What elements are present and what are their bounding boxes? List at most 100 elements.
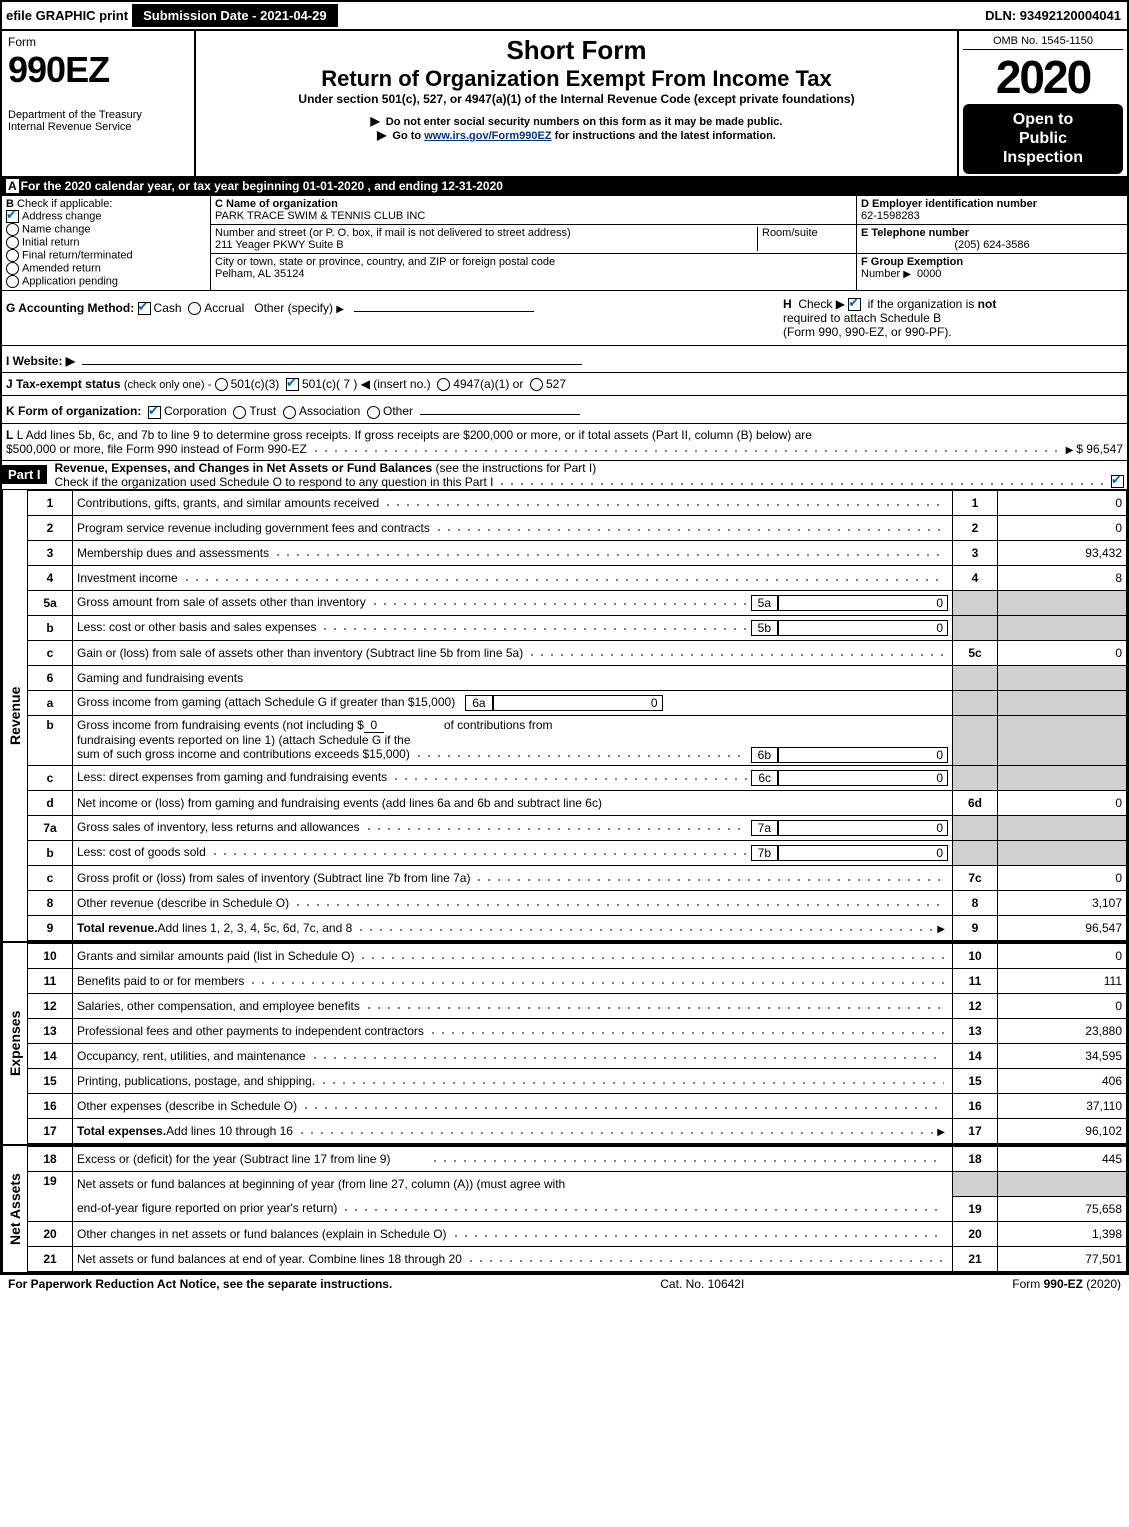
schedule-o-checkbox[interactable] — [1111, 475, 1124, 488]
line-1: 1 Contributions, gifts, grants, and simi… — [28, 490, 1127, 515]
phone-value: (205) 624-3586 — [861, 239, 1123, 251]
line-19b: end-of-year figure reported on prior yea… — [28, 1196, 1127, 1221]
501c-radio[interactable] — [286, 378, 299, 391]
cash-checkbox[interactable] — [138, 302, 151, 315]
part1-header: Part I Revenue, Expenses, and Changes in… — [2, 460, 1127, 489]
page-footer: For Paperwork Reduction Act Notice, see … — [0, 1274, 1129, 1293]
open-inspection-box: Open to Public Inspection — [963, 104, 1123, 174]
revenue-sidebar: Revenue — [2, 490, 27, 941]
line-15: 15 Printing, publications, postage, and … — [28, 1068, 1127, 1093]
line-18: 18 Excess or (deficit) for the year (Sub… — [28, 1146, 1127, 1171]
entity-info-block: B Check if applicable: Address change Na… — [2, 194, 1127, 290]
netassets-sidebar: Net Assets — [2, 1146, 27, 1272]
website-input[interactable] — [82, 350, 582, 365]
line-21: 21 Net assets or fund balances at end of… — [28, 1246, 1127, 1271]
application-pending-checkbox[interactable] — [6, 275, 19, 288]
ein-value: 62-1598283 — [861, 210, 1123, 222]
expenses-section: Expenses 10 Grants and similar amounts p… — [2, 941, 1127, 1144]
phone-label: E Telephone number — [861, 227, 1123, 239]
line-5c: c Gain or (loss) from sale of assets oth… — [28, 640, 1127, 665]
city-value: Pelham, AL 35124 — [215, 268, 852, 280]
subtitle: Under section 501(c), 527, or 4947(a)(1)… — [202, 92, 951, 106]
dept-label: Department of the Treasury — [8, 109, 188, 121]
schedule-b-checkbox[interactable] — [848, 298, 861, 311]
form-header: Form 990EZ Department of the Treasury In… — [2, 31, 1127, 178]
street-value: 211 Yeager PKWY Suite B — [215, 239, 757, 251]
city-label: City or town, state or province, country… — [215, 256, 852, 268]
line-10: 10 Grants and similar amounts paid (list… — [28, 943, 1127, 968]
line-7c: c Gross profit or (loss) from sales of i… — [28, 865, 1127, 890]
org-name: PARK TRACE SWIM & TENNIS CLUB INC — [215, 210, 852, 222]
form-word: Form — [8, 35, 188, 49]
trust-checkbox[interactable] — [233, 406, 246, 419]
arrow-icon — [336, 301, 347, 315]
section-a: AFor the 2020 calendar year, or tax year… — [2, 178, 1127, 194]
section-k: K Form of organization: Corporation Trus… — [2, 395, 1127, 422]
line-14: 14 Occupancy, rent, utilities, and maint… — [28, 1043, 1127, 1068]
form-number: 990EZ — [8, 49, 188, 91]
address-change-checkbox[interactable] — [6, 210, 19, 223]
arrow-icon — [1066, 442, 1077, 456]
line-13: 13 Professional fees and other payments … — [28, 1018, 1127, 1043]
line-7b: b Less: cost of goods sold 7b 0 — [28, 840, 1127, 865]
line-20: 20 Other changes in net assets or fund b… — [28, 1221, 1127, 1246]
note-goto: Go to www.irs.gov/Form990EZ for instruct… — [202, 128, 951, 142]
irs-label: Internal Revenue Service — [8, 121, 188, 133]
arrow-icon — [937, 1124, 948, 1138]
note-ssn: Do not enter social security numbers on … — [202, 114, 951, 128]
footer-right: Form 990-EZ (2020) — [1012, 1277, 1121, 1291]
ein-label: D Employer identification number — [861, 198, 1123, 210]
section-l: L L Add lines 5b, 6c, and 7b to line 9 t… — [2, 423, 1127, 460]
top-bar: efile GRAPHIC print Submission Date - 20… — [2, 2, 1127, 31]
netassets-section: Net Assets 18 Excess or (deficit) for th… — [2, 1144, 1127, 1272]
line-11: 11 Benefits paid to or for members 11111 — [28, 968, 1127, 993]
amended-return-checkbox[interactable] — [6, 262, 19, 275]
line-6c: c Less: direct expenses from gaming and … — [28, 765, 1127, 790]
line-6a: a Gross income from gaming (attach Sched… — [28, 690, 1127, 715]
group-exempt-number: 0000 — [917, 268, 941, 280]
dln-label: DLN: 93492120004041 — [981, 8, 1127, 23]
omb-label: OMB No. 1545-1150 — [963, 33, 1123, 50]
section-gh: G Accounting Method: Cash Accrual Other … — [2, 290, 1127, 345]
501c3-radio[interactable] — [215, 378, 228, 391]
room-label: Room/suite — [762, 227, 852, 239]
website-label: I Website: ▶ — [6, 354, 75, 368]
line-6: 6 Gaming and fundraising events — [28, 665, 1127, 690]
name-change-checkbox[interactable] — [6, 223, 19, 236]
title-short-form: Short Form — [202, 35, 951, 66]
line-5b: b Less: cost or other basis and sales ex… — [28, 615, 1127, 640]
accrual-checkbox[interactable] — [188, 302, 201, 315]
section-j: J Tax-exempt status (check only one) - 5… — [2, 372, 1127, 395]
527-radio[interactable] — [530, 378, 543, 391]
line-8: 8 Other revenue (describe in Schedule O)… — [28, 890, 1127, 915]
line-6d: d Net income or (loss) from gaming and f… — [28, 790, 1127, 815]
line-4: 4 Investment income 48 — [28, 565, 1127, 590]
tax-year: 2020 — [963, 50, 1123, 104]
assoc-checkbox[interactable] — [283, 406, 296, 419]
part1-label: Part I — [2, 465, 47, 484]
line-19: 19 Net assets or fund balances at beginn… — [28, 1171, 1127, 1196]
4947-radio[interactable] — [437, 378, 450, 391]
section-c: C Name of organization PARK TRACE SWIM &… — [211, 196, 856, 290]
expenses-sidebar: Expenses — [2, 943, 27, 1144]
line-12: 12 Salaries, other compensation, and emp… — [28, 993, 1127, 1018]
org-name-label: C Name of organization — [215, 198, 852, 210]
initial-return-checkbox[interactable] — [6, 236, 19, 249]
footer-left: For Paperwork Reduction Act Notice, see … — [8, 1277, 392, 1291]
footer-catno: Cat. No. 10642I — [660, 1277, 744, 1291]
section-h-label: H — [783, 297, 792, 311]
street-label: Number and street (or P. O. box, if mail… — [215, 227, 757, 239]
group-exempt-label: F Group Exemption — [861, 256, 963, 268]
corp-checkbox[interactable] — [148, 406, 161, 419]
revenue-section: Revenue 1 Contributions, gifts, grants, … — [2, 489, 1127, 941]
other-checkbox[interactable] — [367, 406, 380, 419]
line-16: 16 Other expenses (describe in Schedule … — [28, 1093, 1127, 1118]
final-return-checkbox[interactable] — [6, 249, 19, 262]
line-3: 3 Membership dues and assessments 393,43… — [28, 540, 1127, 565]
section-def: D Employer identification number 62-1598… — [856, 196, 1127, 290]
line-9: 9 Total revenue. Add lines 1, 2, 3, 4, 5… — [28, 915, 1127, 940]
line-5a: 5a Gross amount from sale of assets othe… — [28, 590, 1127, 615]
submission-date-button[interactable]: Submission Date - 2021-04-29 — [132, 4, 338, 27]
irs-link[interactable]: www.irs.gov/Form990EZ — [424, 130, 551, 142]
line-7a: 7a Gross sales of inventory, less return… — [28, 815, 1127, 840]
